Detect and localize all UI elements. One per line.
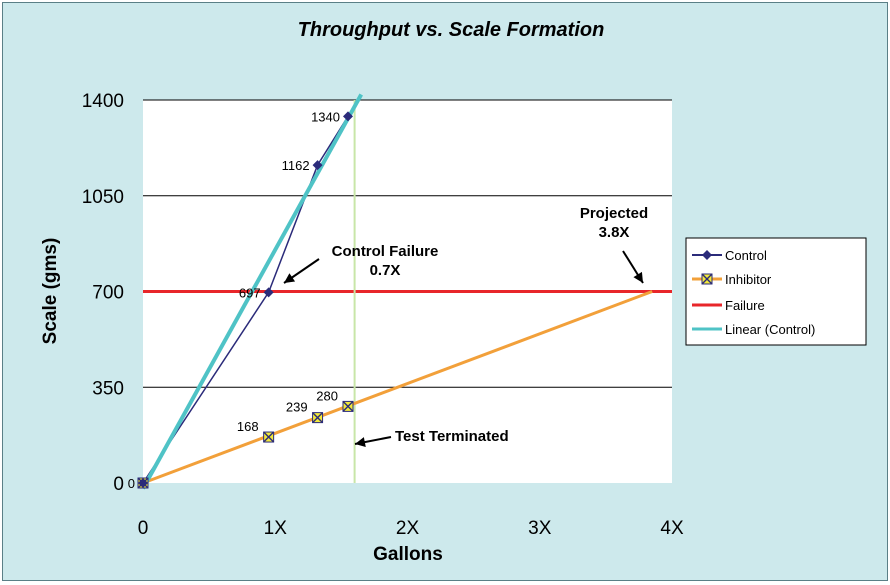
x-tick-label: 1X <box>264 518 288 539</box>
inhibitor-point <box>263 431 275 443</box>
inhibitor-data-label: 239 <box>286 400 308 415</box>
annotation-control-failure-line2: 0.7X <box>370 262 401 279</box>
control-data-label: 1162 <box>282 158 310 173</box>
y-axis-label: Scale (gms) <box>40 238 61 345</box>
linear-control-trendline <box>141 93 363 490</box>
inhibitor-data-label: 168 <box>237 419 259 434</box>
series-layer: 168 239 280 0 697 1162 1340 <box>128 93 672 491</box>
y-tick-label: 1050 <box>82 187 124 208</box>
legend-marker-inhibitor <box>701 273 713 285</box>
x-tick-label: 2X <box>396 518 420 539</box>
y-tick-label: 700 <box>92 283 124 304</box>
annotation-control-failure-arrow <box>283 258 320 284</box>
inhibitor-data-label: 280 <box>316 388 338 403</box>
legend-label-inhibitor: Inhibitor <box>725 272 772 287</box>
legend-marker-control <box>702 250 712 260</box>
control-point <box>342 111 353 122</box>
control-data-label: 697 <box>239 285 261 300</box>
control-data-label: 1340 <box>311 109 340 124</box>
legend-label-linear-control: Linear (Control) <box>725 322 815 337</box>
control-data-label: 0 <box>128 476 135 491</box>
x-axis-label: Gallons <box>373 544 443 565</box>
inhibitor-point <box>312 412 324 424</box>
legend-label-control: Control <box>725 248 767 263</box>
x-tick-label: 4X <box>660 518 684 539</box>
control-point <box>263 287 274 298</box>
annotation-test-terminated: Test Terminated <box>395 428 509 445</box>
y-tick-label: 1400 <box>82 91 124 112</box>
chart-title: Throughput vs. Scale Formation <box>298 19 605 41</box>
annotation-control-failure-line1: Control Failure <box>332 243 439 260</box>
annotation-projected-arrow <box>622 250 644 284</box>
control-point <box>138 478 148 488</box>
inhibitor-point <box>342 400 354 412</box>
inhibitor-line <box>142 290 653 485</box>
annotation-projected-line2: 3.8X <box>599 224 630 241</box>
annotation-test-terminated-arrow <box>354 436 392 447</box>
legend-label-failure: Failure <box>725 298 765 313</box>
y-tick-label: 350 <box>92 378 124 399</box>
x-tick-label: 0 <box>138 518 149 539</box>
legend: Control Inhibitor Failure Linear (Contro… <box>685 237 867 346</box>
x-tick-labels: 0 1X 2X 3X 4X <box>138 518 684 539</box>
annotation-projected-line1: Projected <box>580 205 648 222</box>
y-tick-label: 0 <box>113 474 124 495</box>
annotations: Control Failure 0.7X Projected 3.8X Test Ter… <box>283 205 648 447</box>
x-tick-label: 3X <box>528 518 552 539</box>
y-tick-labels: 0 350 700 1050 1400 <box>82 91 124 495</box>
chart: Throughput vs. Scale Formation 0 350 700 10… <box>40 19 867 565</box>
control-line <box>142 116 349 484</box>
control-point <box>312 160 323 171</box>
